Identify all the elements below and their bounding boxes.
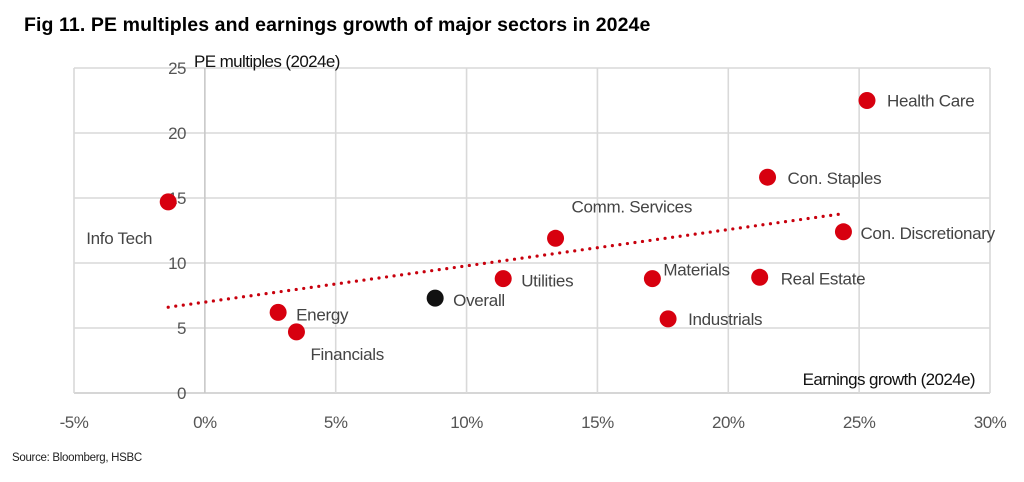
point-marker	[494, 270, 512, 288]
point-marker	[547, 229, 565, 247]
x-axis-label: Earnings growth (2024e)	[803, 370, 975, 389]
point-label: Utilities	[521, 272, 573, 291]
x-tick-label: 15%	[581, 413, 614, 432]
point-marker	[426, 289, 444, 307]
point-label: Health Care	[887, 92, 974, 111]
data-point: Health Care	[858, 92, 975, 111]
point-marker	[287, 323, 305, 341]
data-point: Con. Staples	[759, 168, 882, 188]
point-label: Industrials	[688, 310, 762, 329]
point-label: Comm. Services	[572, 197, 693, 216]
point-marker	[834, 223, 852, 241]
data-point: Overall	[426, 289, 505, 310]
y-tick-label: 5	[177, 319, 186, 338]
source-note: Source: Bloomberg, HSBC	[12, 452, 142, 464]
data-points: Info Tech Energy Financials Overall Utilitie…	[86, 92, 996, 364]
x-axis-ticks: -5% 0% 5% 10% 15% 20% 25% 30%	[60, 413, 1008, 432]
point-label: Real Estate	[781, 269, 866, 288]
point-marker	[659, 310, 677, 328]
data-point: Industrials	[659, 310, 763, 329]
y-tick-label: 25	[168, 59, 186, 78]
x-tick-label: 5%	[324, 413, 348, 432]
data-point: Comm. Services	[547, 197, 692, 247]
point-marker	[643, 270, 661, 288]
point-label: Con. Staples	[788, 169, 882, 188]
point-marker	[751, 268, 769, 286]
chart-title: Fig 11. PE multiples and earnings growth…	[24, 14, 651, 36]
y-axis-label: PE multiples (2024e)	[194, 52, 340, 71]
point-label: Info Tech	[86, 229, 152, 248]
point-label: Financials	[310, 345, 384, 364]
trendline	[166, 212, 846, 309]
x-tick-label: 25%	[843, 413, 876, 432]
point-marker	[269, 303, 287, 321]
x-tick-label: 10%	[450, 413, 483, 432]
x-tick-label: 0%	[193, 413, 217, 432]
y-tick-label: 10	[168, 254, 186, 273]
data-point: Energy	[269, 303, 349, 324]
point-label: Materials	[663, 261, 729, 280]
data-point: Financials	[287, 323, 384, 364]
data-point: Real Estate	[751, 268, 866, 288]
y-tick-label: 0	[177, 384, 186, 403]
x-tick-label: -5%	[60, 413, 89, 432]
point-marker	[159, 193, 177, 211]
gridlines	[73, 67, 991, 394]
x-tick-label: 20%	[712, 413, 745, 432]
point-marker	[759, 168, 777, 186]
x-tick-label: 30%	[974, 413, 1007, 432]
point-marker	[858, 92, 876, 109]
point-label: Con. Discretionary	[860, 224, 995, 243]
point-label: Overall	[453, 291, 505, 310]
data-point: Info Tech	[86, 193, 177, 248]
data-point: Utilities	[494, 270, 574, 291]
data-point: Con. Discretionary	[834, 223, 996, 243]
point-label: Energy	[296, 305, 349, 324]
y-tick-label: 20	[168, 124, 186, 143]
data-point: Materials	[643, 261, 730, 288]
